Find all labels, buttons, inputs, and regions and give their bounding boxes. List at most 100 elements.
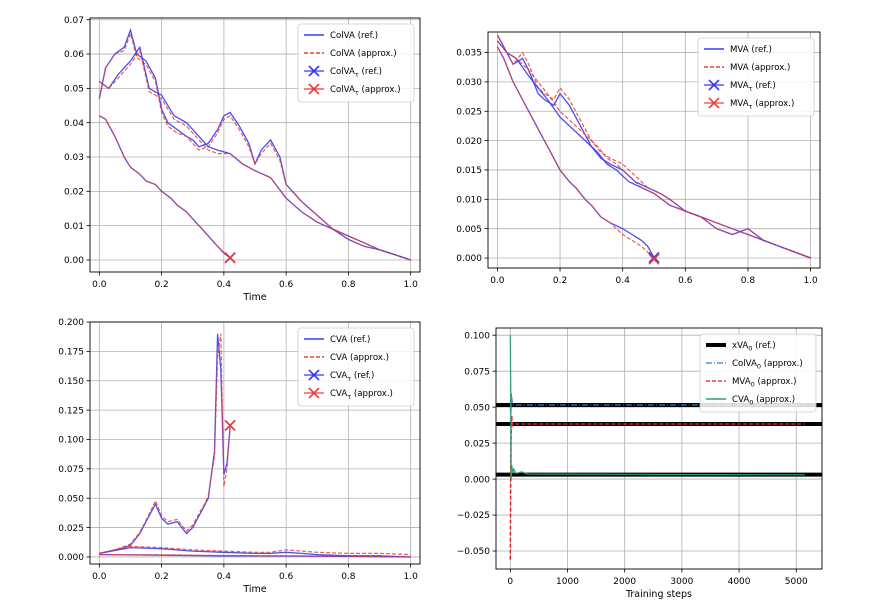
legend-label-subscript: 0 — [749, 399, 753, 407]
legend-label-tail: (approx.) — [755, 377, 797, 387]
y-tick-label: 0.015 — [456, 166, 482, 176]
legend-label-subscript: τ — [355, 71, 359, 79]
legend-label-main: MVA — [730, 81, 749, 91]
legend-label: ColVAτ (ref.) — [330, 67, 382, 79]
legend-label: ColVAτ (approx.) — [330, 85, 401, 97]
x-tick-label: 0.0 — [92, 280, 107, 290]
x-tick-label: 5000 — [785, 577, 808, 587]
legend-label-main: ColVA — [732, 359, 757, 369]
legend-label-main: CVA — [330, 389, 347, 399]
y-tick-label: 0.07 — [64, 16, 84, 26]
chart-panel-bottom-left: 0.0 0.2 0.4 0.6 0.8 1.0 0.000 0.025 0.050 0.075 0.… — [58, 318, 421, 595]
y-tick-label: 0.00 — [64, 256, 84, 266]
x-tick-label: 0 — [507, 577, 513, 587]
y-tick-label: 0.05 — [64, 85, 84, 95]
tau-approx-marker — [648, 253, 660, 265]
x-tick-label: 0.2 — [154, 572, 168, 582]
legend-label-subscript: τ — [347, 375, 351, 383]
legend-label: ColVA (ref.) — [330, 31, 378, 41]
legend-label: CVAτ (ref.) — [330, 371, 374, 383]
x-tick-label: 0.6 — [279, 572, 294, 582]
legend-box — [699, 333, 817, 413]
x-tick-label: 1.0 — [803, 276, 818, 286]
x-tick-label: 0.6 — [279, 280, 294, 290]
ref-path-1 — [496, 34, 811, 259]
x-tick-label: 0.8 — [341, 280, 356, 290]
legend-label-tail: (approx.) — [753, 99, 795, 109]
y-tick-label: 0.02 — [64, 188, 84, 198]
y-tick-label: 0.035 — [456, 49, 482, 59]
x-tick-label: 3000 — [670, 577, 693, 587]
legend-marker — [308, 369, 320, 381]
x-tick-label: 2000 — [613, 577, 636, 587]
legend-marker — [308, 83, 320, 95]
legend-label: CVA0 (approx.) — [732, 395, 795, 407]
cva0-approx-line — [509, 335, 805, 480]
x-tick-label: 0.4 — [217, 572, 232, 582]
legend-marker — [708, 97, 720, 109]
y-tick-label: 0.000 — [464, 475, 490, 485]
legend-label: xVA0 (ref.) — [732, 341, 776, 353]
legend: CVA (ref.)CVA (approx.)CVAτ (ref.)CVAτ (… — [297, 327, 415, 407]
y-tick-label: 0.005 — [456, 225, 482, 235]
chart-panel-top-left: 0.0 0.2 0.4 0.6 0.8 1.0 0.00 0.01 0.02 0.03 0.04 0.… — [64, 16, 421, 303]
y-tick-label: 0.050 — [58, 494, 84, 504]
x-tick-label: 0.4 — [217, 280, 232, 290]
y-tick-label: 0.100 — [464, 331, 490, 341]
y-tick-label: 0.020 — [456, 137, 482, 147]
approx-path-2 — [98, 49, 411, 261]
axes-frame — [89, 321, 421, 565]
legend-label-main: MVA (approx.) — [730, 63, 790, 73]
legend-box — [297, 327, 415, 407]
x-tick-label: 0.4 — [616, 276, 631, 286]
legend-label-main: MVA (ref.) — [730, 45, 772, 55]
legend-label-main: CVA (approx.) — [330, 353, 389, 363]
legend-marker — [308, 65, 320, 77]
y-tick-label: −0.025 — [457, 511, 490, 521]
legend-label-main: ColVA — [330, 67, 355, 77]
axes-frame — [487, 31, 821, 269]
approx-path-2 — [99, 545, 411, 556]
y-tick-label: 0.000 — [58, 553, 84, 563]
legend-label-tail: (ref.) — [359, 67, 382, 77]
legend-label-tail: (approx.) — [351, 389, 393, 399]
y-tick-label: 0.075 — [58, 465, 84, 475]
legend-label: ColVA (approx.) — [330, 49, 397, 59]
legend-label: MVA (approx.) — [730, 63, 790, 73]
x-tick-label: 0.2 — [154, 280, 168, 290]
x-tick-label: 0.0 — [92, 572, 107, 582]
legend-label: ColVA0 (approx.) — [732, 359, 803, 371]
legend-label-subscript: 0 — [748, 345, 752, 353]
legend-label: MVA0 (approx.) — [732, 377, 797, 389]
legend-label-tail: (ref.) — [351, 371, 374, 381]
legend-label: MVAτ (approx.) — [730, 99, 794, 111]
legend-label-main: ColVA (ref.) — [330, 31, 378, 41]
x-tick-label: 1.0 — [403, 572, 418, 582]
x-axis-label: Training steps — [625, 589, 692, 600]
chart-panel-top-right: 0.0 0.2 0.4 0.6 0.8 1.0 0.000 0.005 0.010 0.015 0.… — [456, 31, 821, 286]
plot-area — [98, 27, 411, 264]
legend-label-main: xVA — [732, 341, 748, 351]
legend-label: MVA (ref.) — [730, 45, 772, 55]
legend-label-tail: (ref.) — [752, 341, 775, 351]
legend-box — [697, 37, 815, 117]
tau-approx-marker — [224, 419, 236, 431]
mva0-approx-line — [509, 415, 805, 560]
y-tick-label: 0.025 — [456, 107, 482, 117]
approx-path-2 — [496, 40, 811, 259]
x-tick-label: 0.8 — [741, 276, 756, 286]
approx-path-3 — [99, 115, 231, 259]
y-tick-label: 0.200 — [58, 318, 84, 328]
legend-label-subscript: τ — [347, 393, 351, 401]
legend-label: CVA (approx.) — [330, 353, 389, 363]
ref-path-3 — [98, 115, 231, 259]
y-tick-label: 0.03 — [64, 153, 84, 163]
x-tick-label: 0.0 — [490, 276, 505, 286]
ref-path-1 — [99, 333, 231, 555]
x-tick-label: 1000 — [556, 577, 579, 587]
y-tick-label: 0.000 — [456, 254, 482, 264]
x-tick-label: 4000 — [728, 577, 751, 587]
y-tick-label: 0.04 — [64, 119, 84, 129]
legend-marker — [308, 387, 320, 399]
